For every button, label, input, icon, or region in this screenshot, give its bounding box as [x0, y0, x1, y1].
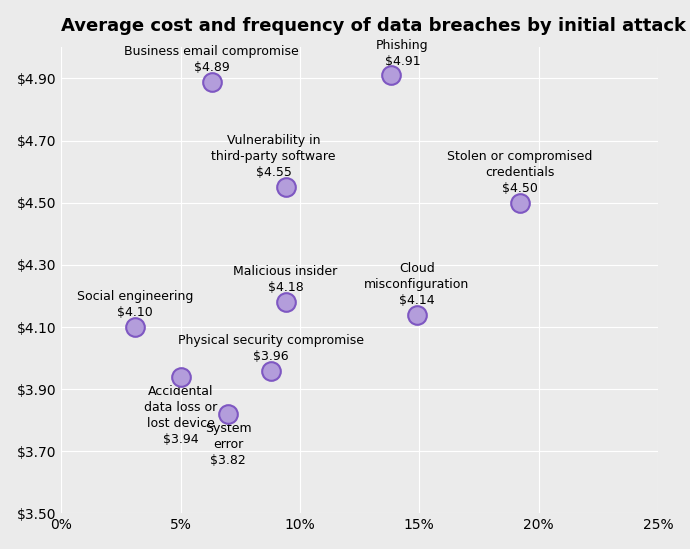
Text: Physical security compromise
$3.96: Physical security compromise $3.96: [178, 334, 364, 363]
Text: Malicious insider
$4.18: Malicious insider $4.18: [233, 265, 337, 294]
Point: [206, 77, 217, 86]
Text: Cloud
misconfiguration
$4.14: Cloud misconfiguration $4.14: [364, 262, 469, 307]
Point: [280, 298, 291, 306]
Point: [175, 372, 186, 381]
Text: Phishing
$4.91: Phishing $4.91: [376, 38, 429, 68]
Text: System
error
$3.82: System error $3.82: [205, 422, 252, 467]
Text: Vulnerability in
third-party software
$4.55: Vulnerability in third-party software $4…: [211, 135, 336, 180]
Text: Business email compromise
$4.89: Business email compromise $4.89: [124, 45, 299, 74]
Text: Stolen or compromised
credentials
$4.50: Stolen or compromised credentials $4.50: [447, 150, 592, 195]
Point: [130, 323, 141, 332]
Point: [411, 310, 422, 319]
Text: Average cost and frequency of data breaches by initial attack vector: Average cost and frequency of data breac…: [61, 16, 690, 35]
Text: Social engineering
$4.10: Social engineering $4.10: [77, 290, 193, 320]
Point: [280, 183, 291, 192]
Text: Accidental
data loss or
lost device
$3.94: Accidental data loss or lost device $3.9…: [144, 384, 217, 445]
Point: [266, 366, 277, 375]
Point: [514, 198, 525, 207]
Point: [385, 71, 396, 80]
Point: [223, 410, 234, 418]
